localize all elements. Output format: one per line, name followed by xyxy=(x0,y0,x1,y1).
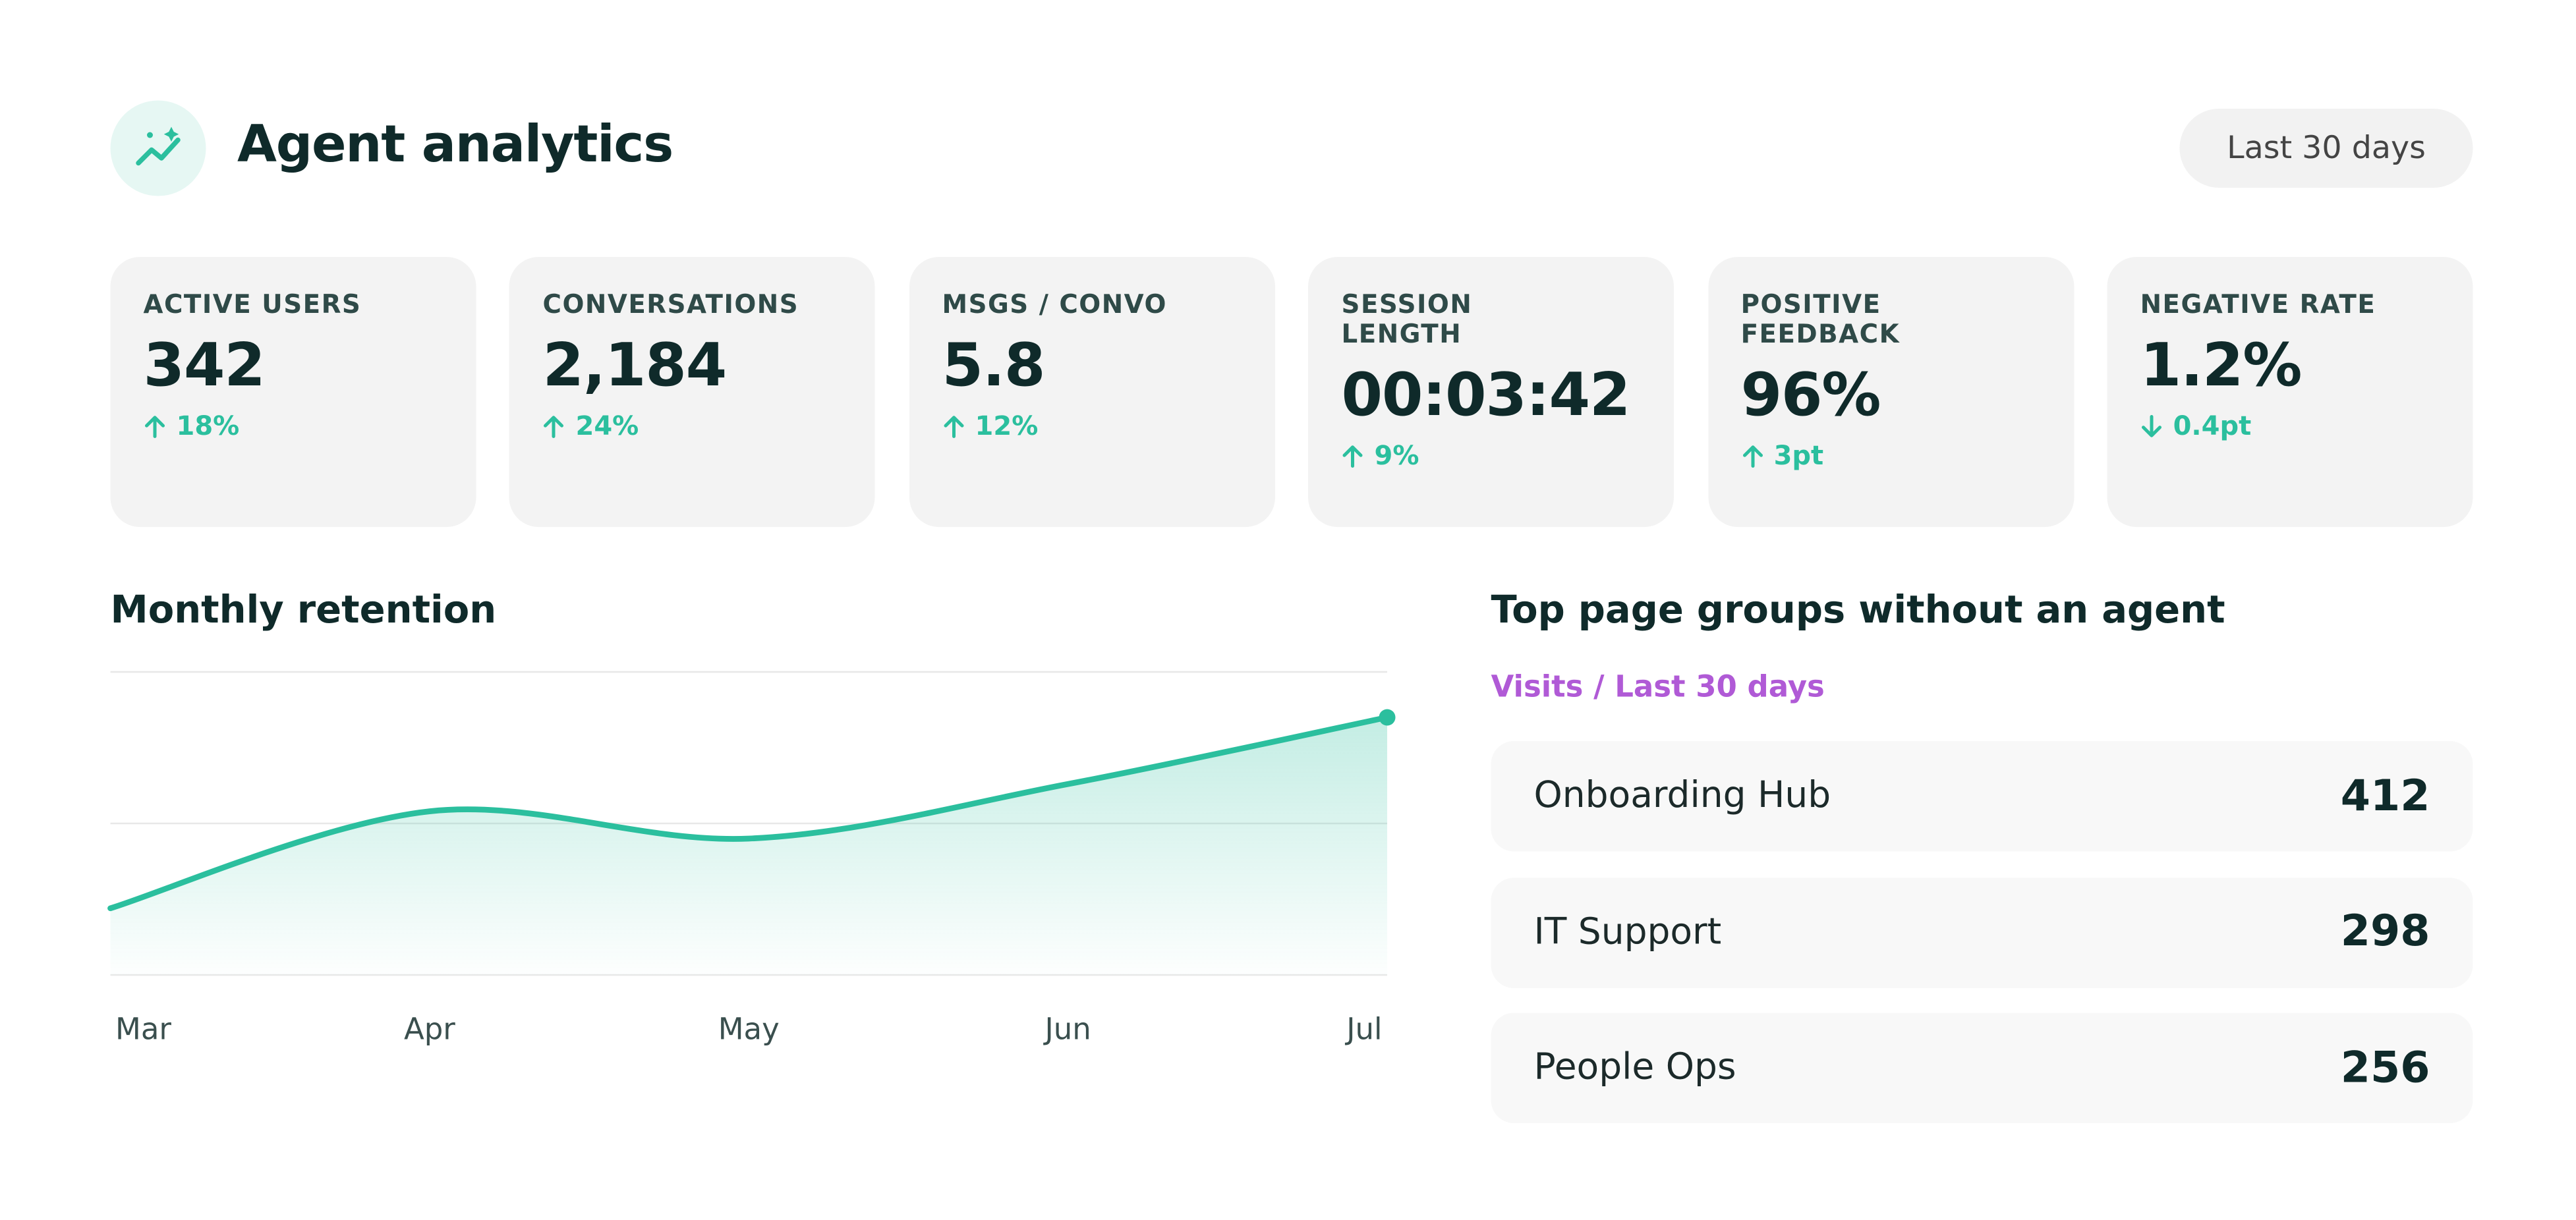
kpi-label: SESSION LENGTH xyxy=(1341,290,1473,349)
kpi-delta: 9% xyxy=(1342,439,1642,472)
arrow-shape xyxy=(2142,414,2162,437)
kpi-label: CONVERSATIONS xyxy=(542,290,799,319)
kpi-value: 5.8 xyxy=(942,333,1046,401)
trend-arrow xyxy=(544,415,565,437)
trend-arrow xyxy=(145,415,165,437)
kpi-delta-text: 0.4pt xyxy=(2173,410,2252,442)
kpi-value: 2,184 xyxy=(542,333,728,401)
list-row: Onboarding Hub 412 xyxy=(1491,741,2473,852)
x-tick-label: May xyxy=(718,1012,780,1047)
list-row: IT Support 298 xyxy=(1491,877,2473,987)
kpi-delta: 24% xyxy=(543,410,843,442)
icon-graphic xyxy=(136,126,181,166)
arrow-shape xyxy=(1742,445,1763,467)
row-value: 298 xyxy=(2340,907,2430,957)
kpi-delta-text: 9% xyxy=(1374,439,1419,472)
list-row: People Ops 256 xyxy=(1491,1012,2473,1123)
arrow-shape xyxy=(944,415,964,437)
chart-title: Monthly retention xyxy=(110,590,497,632)
kpi-card: ACTIVE USERS 342 18% xyxy=(110,257,476,527)
trend-arrow xyxy=(2142,414,2162,437)
kpi-row: ACTIVE USERS 342 18% CONVERSATIONS 2,184 24% M… xyxy=(110,257,2473,527)
x-tick-label: Jun xyxy=(1043,1012,1091,1047)
arrow-shape xyxy=(145,415,165,437)
x-tick-label: Jul xyxy=(1344,1012,1382,1047)
trend-arrow xyxy=(944,415,964,437)
kpi-card: CONVERSATIONS 2,184 24% xyxy=(509,257,876,527)
range-button[interactable]: Last 30 days xyxy=(2179,109,2473,188)
arrow-shape xyxy=(544,415,565,437)
header-icon xyxy=(110,100,206,196)
row-name: People Ops xyxy=(1533,1047,1736,1089)
trend-arrow xyxy=(1742,445,1763,467)
kpi-delta: 18% xyxy=(144,410,444,442)
kpi-card: POSITIVE FEEDBACK 96% 3pt xyxy=(1707,257,2074,527)
kpi-label: ACTIVE USERS xyxy=(143,290,362,319)
x-tick-label: Mar xyxy=(115,1012,171,1047)
kpi-value: 1.2% xyxy=(2140,333,2303,401)
kpi-delta-text: 18% xyxy=(176,410,240,442)
kpi-delta: 0.4pt xyxy=(2140,410,2440,442)
kpi-label: MSGS / CONVO xyxy=(942,290,1167,319)
row-name: IT Support xyxy=(1533,911,1722,953)
row-name: Onboarding Hub xyxy=(1533,775,1831,818)
row-value: 412 xyxy=(2340,771,2430,821)
list: Onboarding Hub 412 IT Support 298 People Ops… xyxy=(1491,741,2473,1149)
kpi-label: POSITIVE FEEDBACK xyxy=(1740,290,1901,349)
kpi-delta: 12% xyxy=(942,410,1242,442)
x-tick-label: Apr xyxy=(404,1012,455,1047)
kpi-card: NEGATIVE RATE 1.2% 0.4pt xyxy=(2107,257,2473,527)
list-subtitle: Visits / Last 30 days xyxy=(1491,670,1825,706)
area xyxy=(110,717,1387,975)
kpi-delta-text: 3pt xyxy=(1773,439,1824,472)
trend-arrow xyxy=(1343,445,1363,467)
page-title: Agent analytics xyxy=(237,115,673,175)
kpi-card: MSGS / CONVO 5.8 12% xyxy=(909,257,1275,527)
kpi-delta-text: 24% xyxy=(575,410,639,442)
kpi-card: SESSION LENGTH 00:03:42 9% xyxy=(1308,257,1674,527)
end-point xyxy=(1379,709,1396,726)
kpi-label: NEGATIVE RATE xyxy=(2140,290,2376,319)
kpi-delta-text: 12% xyxy=(975,410,1039,442)
list-title: Top page groups without an agent xyxy=(1491,590,2225,632)
kpi-value: 96% xyxy=(1740,362,1881,430)
kpi-delta: 3pt xyxy=(1741,439,2041,472)
line xyxy=(107,714,1390,912)
arrow-shape xyxy=(1343,445,1363,467)
kpi-value: 342 xyxy=(143,333,266,401)
row-value: 256 xyxy=(2340,1043,2430,1093)
kpi-value: 00:03:42 xyxy=(1341,362,1631,430)
